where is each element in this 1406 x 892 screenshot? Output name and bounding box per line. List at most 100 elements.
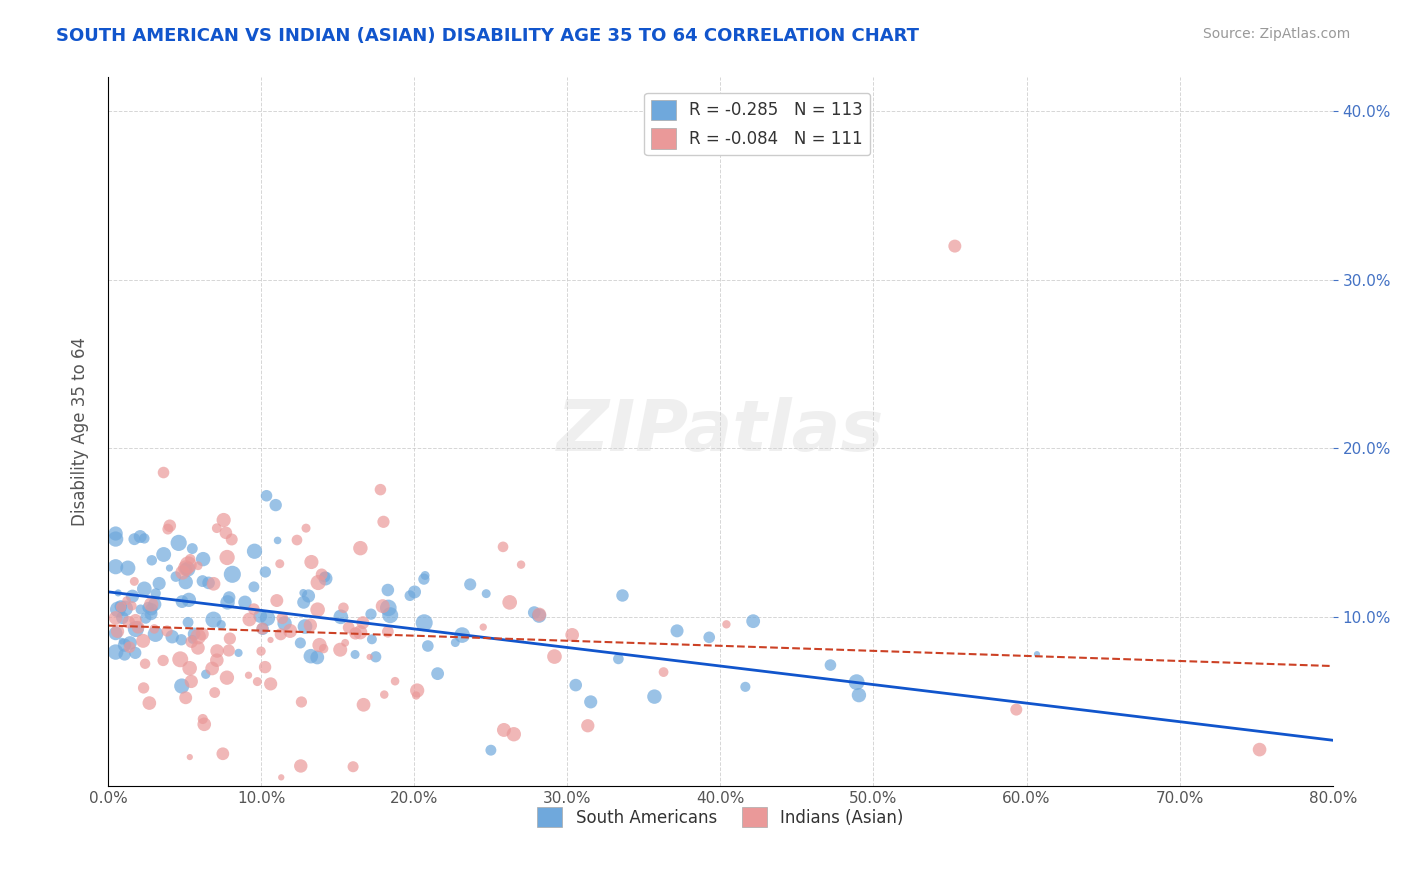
Point	[845, 675, 868, 690]
Point	[104, 626, 127, 640]
Point	[264, 498, 287, 512]
Point	[848, 688, 870, 702]
Point	[211, 747, 233, 761]
Point	[820, 658, 842, 673]
Point	[413, 568, 436, 582]
Point	[114, 648, 136, 662]
Point	[523, 606, 546, 620]
Point	[215, 525, 238, 540]
Point	[269, 557, 291, 571]
Point	[193, 717, 215, 731]
Point	[111, 611, 134, 625]
Point	[118, 636, 141, 650]
Point	[191, 627, 214, 641]
Point	[413, 615, 436, 630]
Point	[218, 591, 240, 605]
Point	[299, 649, 322, 664]
Point	[266, 533, 288, 548]
Point	[191, 574, 214, 588]
Point	[249, 609, 271, 624]
Point	[492, 723, 515, 737]
Point	[118, 615, 141, 629]
Point	[174, 690, 197, 705]
Point	[259, 677, 281, 691]
Point	[527, 608, 550, 623]
Point	[135, 611, 157, 625]
Point	[361, 632, 384, 647]
Point	[187, 640, 209, 655]
Point	[406, 683, 429, 698]
Point	[180, 635, 202, 649]
Point	[187, 558, 209, 573]
Point	[167, 536, 190, 550]
Point	[181, 541, 204, 556]
Point	[179, 750, 201, 764]
Point	[152, 466, 174, 480]
Point	[492, 540, 515, 554]
Point	[110, 599, 132, 614]
Point	[335, 636, 357, 650]
Point	[404, 585, 426, 599]
Point	[121, 599, 143, 613]
Point	[299, 555, 322, 569]
Point	[132, 681, 155, 695]
Point	[238, 612, 260, 626]
Point	[107, 602, 129, 616]
Point	[111, 634, 134, 648]
Point	[307, 575, 329, 590]
Point	[510, 558, 533, 572]
Point	[329, 609, 352, 624]
Text: Source: ZipAtlas.com: Source: ZipAtlas.com	[1202, 27, 1350, 41]
Point	[170, 632, 193, 647]
Point	[344, 626, 367, 640]
Point	[579, 695, 602, 709]
Point	[187, 630, 209, 644]
Point	[444, 635, 467, 649]
Point	[529, 607, 551, 622]
Point	[270, 770, 292, 784]
Point	[399, 589, 422, 603]
Point	[191, 712, 214, 726]
Point	[209, 617, 232, 632]
Point	[576, 719, 599, 733]
Point	[349, 541, 371, 556]
Point	[104, 526, 127, 541]
Point	[380, 608, 402, 623]
Point	[426, 666, 449, 681]
Point	[217, 550, 239, 565]
Point	[371, 599, 394, 614]
Point	[110, 600, 132, 615]
Point	[118, 640, 141, 655]
Point	[259, 632, 281, 647]
Point	[141, 553, 163, 567]
Point	[643, 690, 665, 704]
Point	[174, 575, 197, 590]
Point	[292, 586, 315, 600]
Point	[243, 602, 266, 616]
Point	[159, 518, 181, 533]
Point	[360, 607, 382, 622]
Point	[104, 532, 127, 546]
Point	[134, 532, 156, 546]
Point	[314, 570, 336, 584]
Point	[479, 743, 502, 757]
Point	[384, 674, 406, 689]
Point	[243, 580, 266, 594]
Point	[170, 679, 193, 693]
Point	[204, 685, 226, 699]
Point	[373, 515, 395, 529]
Point	[205, 521, 228, 535]
Point	[165, 569, 187, 583]
Point	[114, 601, 136, 615]
Point	[295, 521, 318, 535]
Point	[145, 627, 167, 641]
Point	[180, 674, 202, 689]
Point	[561, 628, 583, 642]
Point	[270, 627, 292, 641]
Point	[344, 648, 367, 662]
Point	[212, 513, 235, 527]
Point	[315, 572, 337, 586]
Point	[292, 595, 315, 609]
Point	[652, 665, 675, 679]
Point	[458, 577, 481, 591]
